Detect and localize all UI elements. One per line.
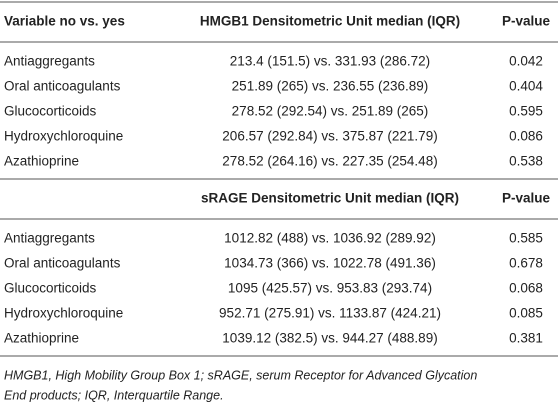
column-header: P-value — [502, 191, 551, 206]
cell: 278.52 (292.54) vs. 251.89 (265) — [232, 104, 429, 119]
column-header: Variable no vs. yes — [4, 14, 125, 29]
row-label: Hydroxychloroquine — [4, 306, 123, 321]
cell: 0.085 — [509, 306, 543, 321]
cell: 952.71 (275.91) vs. 1133.87 (424.21) — [219, 306, 441, 321]
cell: 0.595 — [509, 104, 543, 119]
cell: 0.381 — [509, 331, 543, 346]
cell: 0.086 — [509, 129, 543, 144]
cell: 1034.73 (366) vs. 1022.78 (491.36) — [224, 256, 436, 271]
column-header: HMGB1 Densitometric Unit median (IQR) — [200, 14, 460, 29]
cell: 1012.82 (488) vs. 1036.92 (289.92) — [224, 231, 436, 246]
row-label: Glucocorticoids — [4, 281, 97, 296]
row-label: Azathioprine — [4, 331, 79, 346]
cell: 213.4 (151.5) vs. 331.93 (286.72) — [230, 54, 430, 69]
column-header: sRAGE Densitometric Unit median (IQR) — [201, 191, 459, 206]
footnote: End products; IQR, Interquartile Range. — [4, 388, 224, 402]
row-label: Oral anticoagulants — [4, 79, 121, 94]
cell: 0.678 — [509, 256, 543, 271]
row-label: Glucocorticoids — [4, 104, 97, 119]
row-label: Antiaggregants — [4, 54, 95, 69]
row-label: Azathioprine — [4, 154, 79, 169]
cell: 278.52 (264.16) vs. 227.35 (254.48) — [222, 154, 437, 169]
row-label: Oral anticoagulants — [4, 256, 121, 271]
cell: 0.068 — [509, 281, 543, 296]
cell: 0.042 — [509, 54, 543, 69]
cell: 251.89 (265) vs. 236.55 (236.89) — [232, 79, 429, 94]
cell: 0.404 — [509, 79, 543, 94]
row-label: Hydroxychloroquine — [4, 129, 123, 144]
cell: 0.538 — [509, 154, 543, 169]
footnote: HMGB1, High Mobility Group Box 1; sRAGE,… — [4, 368, 477, 382]
cell: 0.585 — [509, 231, 543, 246]
row-label: Antiaggregants — [4, 231, 95, 246]
cell: 1095 (425.57) vs. 953.83 (293.74) — [228, 281, 432, 296]
cell: 1039.12 (382.5) vs. 944.27 (488.89) — [222, 331, 437, 346]
column-header: P-value — [502, 14, 551, 29]
cell: 206.57 (292.84) vs. 375.87 (221.79) — [222, 129, 437, 144]
